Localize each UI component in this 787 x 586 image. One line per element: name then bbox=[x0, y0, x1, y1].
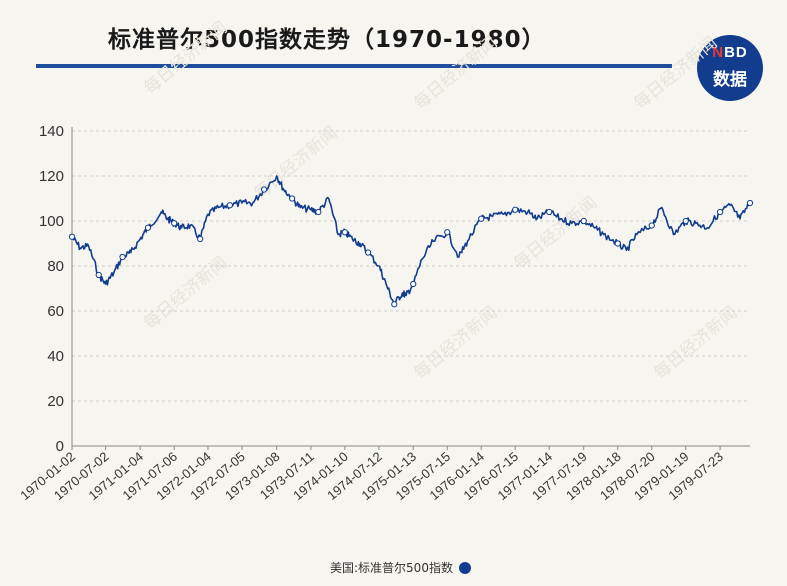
data-point bbox=[682, 217, 689, 225]
watermark-text: 每日经济新闻 bbox=[410, 33, 501, 114]
data-point bbox=[444, 229, 451, 236]
data-point bbox=[478, 215, 485, 222]
nbd-logo: NBD 数据 bbox=[697, 35, 763, 101]
data-point bbox=[315, 208, 322, 216]
data-point bbox=[68, 233, 76, 240]
y-tick-label: 20 bbox=[47, 393, 64, 410]
y-tick-label: 0 bbox=[56, 438, 64, 455]
logo-bottom-text: 数据 bbox=[713, 70, 747, 89]
series-layer bbox=[68, 175, 754, 308]
data-point bbox=[119, 253, 126, 261]
data-point bbox=[546, 208, 553, 216]
y-tick-label: 120 bbox=[39, 168, 64, 185]
data-point bbox=[226, 202, 233, 209]
x-axis: 1970-01-021970-07-021971-01-041971-07-06… bbox=[17, 446, 726, 503]
watermark-text: 每日经济新闻 bbox=[140, 253, 231, 334]
data-point bbox=[746, 199, 754, 207]
data-point bbox=[289, 195, 296, 202]
y-tick-label: 140 bbox=[39, 123, 64, 140]
data-point bbox=[364, 249, 372, 256]
data-point bbox=[341, 229, 348, 236]
data-point bbox=[171, 220, 178, 227]
data-point bbox=[716, 208, 724, 216]
data-point bbox=[614, 240, 621, 247]
watermark-text: 每日经济新闻 bbox=[410, 303, 501, 384]
watermark-text: 每日经济新闻 bbox=[510, 193, 601, 274]
logo-top-text: NBD bbox=[712, 44, 748, 61]
data-point bbox=[648, 222, 655, 229]
legend: 美国:标准普尔500指数 bbox=[330, 559, 471, 576]
data-point bbox=[410, 280, 417, 288]
gridlines bbox=[72, 130, 750, 402]
y-tick-label: 100 bbox=[39, 213, 64, 230]
data-point bbox=[144, 224, 152, 231]
data-point bbox=[512, 206, 519, 213]
data-point bbox=[95, 271, 102, 279]
data-point bbox=[391, 301, 398, 308]
series-line bbox=[71, 175, 751, 306]
chart-title: 标准普尔500指数走势（1970-1980） bbox=[108, 27, 546, 53]
legend-swatch bbox=[458, 561, 471, 574]
y-axis: 0 20 40 60 80 100 120 140 bbox=[39, 123, 750, 455]
watermark-text: 每日经济新闻 bbox=[650, 303, 741, 384]
y-tick-label: 60 bbox=[47, 303, 64, 320]
y-tick-label: 80 bbox=[47, 258, 64, 275]
title-underline bbox=[36, 64, 672, 68]
watermark-text: 每日经济新闻 bbox=[630, 33, 721, 114]
watermark-text: 每日经济新闻 bbox=[140, 18, 231, 99]
data-point bbox=[260, 186, 268, 193]
data-point bbox=[580, 217, 587, 225]
legend-label: 美国:标准普尔500指数 bbox=[330, 561, 453, 575]
y-tick-label: 40 bbox=[47, 348, 64, 365]
data-point bbox=[197, 235, 204, 243]
